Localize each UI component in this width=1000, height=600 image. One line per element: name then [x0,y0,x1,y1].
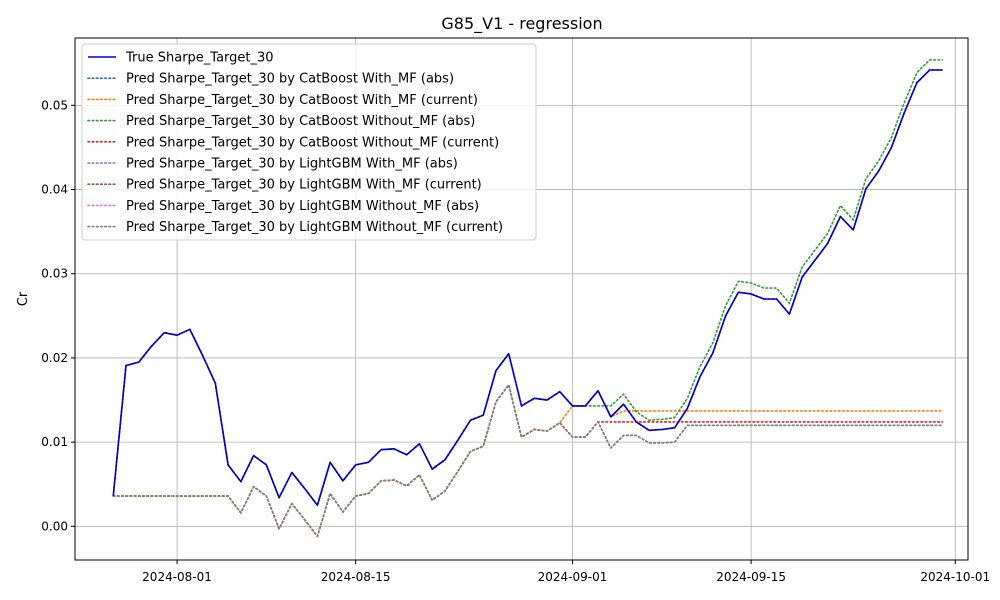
y-tick-label: 0.02 [41,351,68,365]
legend-entry-label: Pred Sharpe_Target_30 by LightGBM Withou… [126,220,503,235]
series-line-8 [112,384,944,538]
legend-entry-label: Pred Sharpe_Target_30 by LightGBM With_M… [126,178,482,193]
x-tick-label: 2024-10-01 [920,570,990,584]
y-axis: 0.00 0.01 0.02 0.03 0.04 0.05 [41,98,75,533]
y-tick-label: 0.03 [41,267,68,281]
y-tick-label: 0.01 [41,435,68,449]
x-axis: 2024-08-01 2024-08-15 2024-09-01 2024-09-15… [142,560,990,584]
series-line-0 [112,69,943,507]
legend-entry-label: Pred Sharpe_Target_30 by CatBoost Withou… [126,135,499,150]
x-tick-label: 2024-08-15 [321,570,391,584]
legend-box [81,43,537,241]
series-lines [112,59,944,538]
x-tick-label: 2024-08-01 [142,570,212,584]
legend: True Sharpe_Target_30 Pred Sharpe_Target_… [81,43,537,241]
y-tick-label: 0.04 [41,183,68,197]
x-tick-label: 2024-09-01 [538,570,608,584]
legend-entry-label: True Sharpe_Target_30 [125,51,274,66]
legend-entry-label: Pred Sharpe_Target_30 by LightGBM Withou… [126,199,479,214]
chart-title: G85_V1 - regression [441,14,602,34]
y-axis-label: Cr [16,291,31,306]
plot-frame [74,37,969,561]
y-tick-label: 0.05 [41,98,68,112]
legend-entry-label: Pred Sharpe_Target_30 by CatBoost With_M… [126,93,478,108]
legend-entry-label: Pred Sharpe_Target_30 by CatBoost With_M… [126,72,454,87]
legend-entry-label: Pred Sharpe_Target_30 by LightGBM With_M… [126,157,458,172]
y-tick-label: 0.00 [41,519,68,533]
legend-entry-label: Pred Sharpe_Target_30 by CatBoost Withou… [126,114,475,129]
x-tick-label: 2024-09-15 [716,570,786,584]
